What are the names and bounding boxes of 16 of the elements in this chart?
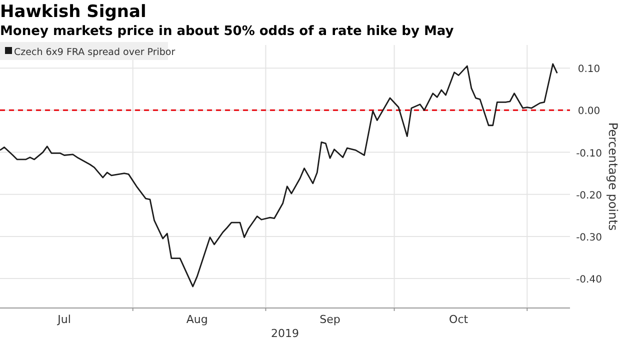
x-tick-label: Oct (449, 313, 469, 326)
line-series (0, 63, 558, 288)
x-tick-label: Jul (56, 313, 71, 326)
chart-title: Hawkish Signal (0, 2, 146, 22)
y-tick-label: -0.20 (576, 190, 602, 202)
y-tick-label: -0.10 (576, 148, 602, 160)
y-tick-label: 0.10 (578, 64, 600, 76)
y-tick-label: 0.00 (578, 106, 600, 118)
x-axis-title: 2019 (271, 327, 299, 340)
y-axis-title: Percentage points (606, 122, 620, 231)
y-tick-label: -0.30 (576, 232, 602, 244)
legend-label: Czech 6x9 FRA spread over Pribor (14, 47, 176, 58)
y-tick-label: -0.40 (576, 274, 602, 286)
chart-subtitle: Money markets price in about 50% odds of a rate hike by May (0, 24, 454, 39)
x-tick-label: Sep (320, 313, 340, 326)
x-tick-label: Aug (186, 313, 208, 326)
